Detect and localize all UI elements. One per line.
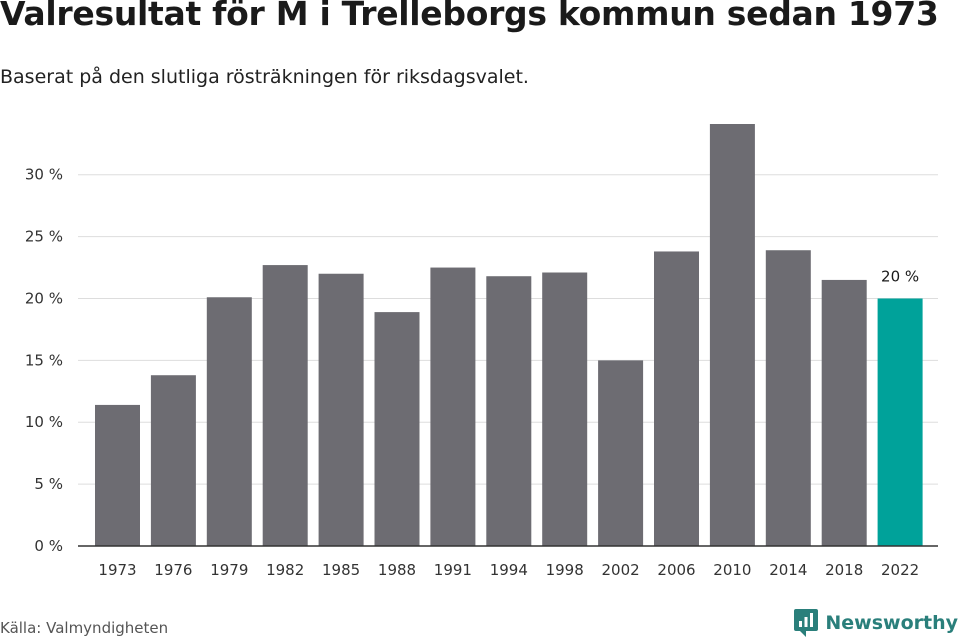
x-tick-label: 2014 — [769, 561, 807, 579]
y-tick-label: 10 % — [25, 413, 63, 431]
x-tick-label: 1988 — [378, 561, 416, 579]
x-tick-label: 1976 — [154, 561, 192, 579]
bar-1985[interactable] — [318, 273, 364, 546]
x-tick-label: 1982 — [266, 561, 304, 579]
bar-1982[interactable] — [262, 265, 308, 546]
y-tick-label: 5 % — [34, 475, 63, 493]
brand-logo[interactable]: Newsworthy — [793, 608, 958, 638]
x-tick-label: 1994 — [490, 561, 528, 579]
x-tick-label: 1973 — [98, 561, 136, 579]
chart-title: Valresultat för M i Trelleborgs kommun s… — [0, 0, 939, 33]
source-note: Källa: Valmyndigheten — [0, 619, 169, 637]
bar-2018[interactable] — [821, 279, 867, 546]
y-tick-label: 25 % — [25, 228, 63, 246]
bar-2006[interactable] — [654, 251, 699, 546]
bar-chart: 0 %5 %10 %15 %20 %25 %30 % 1973 1976 1979 1… — [25, 124, 938, 579]
x-tick-label: 2010 — [713, 561, 751, 579]
x-tick-label: 1985 — [322, 561, 360, 579]
y-tick-label: 15 % — [25, 351, 63, 369]
y-tick-label: 30 % — [25, 166, 63, 184]
x-tick-label: 1991 — [434, 561, 472, 579]
x-tick-label: 1998 — [546, 561, 584, 579]
brand-name: Newsworthy — [825, 612, 958, 634]
x-tick-label: 1979 — [210, 561, 248, 579]
bars — [95, 124, 923, 546]
chart-subtitle: Baserat på den slutliga rösträkningen fö… — [0, 66, 529, 88]
x-tick-label: 2006 — [657, 561, 695, 579]
bar-1973[interactable] — [95, 404, 140, 546]
y-tick-label: 0 % — [34, 537, 63, 555]
x-tick-label: 2002 — [602, 561, 640, 579]
bar-1991[interactable] — [430, 267, 476, 546]
bar-1979[interactable] — [206, 297, 252, 546]
bar-2022[interactable] — [877, 298, 923, 546]
bar-2002[interactable] — [598, 360, 644, 546]
bar-1976[interactable] — [150, 375, 196, 546]
bar-1988[interactable] — [374, 312, 420, 546]
x-tick-label: 2022 — [881, 561, 919, 579]
annotations: 20 % — [881, 267, 919, 285]
newsworthy-logo-icon — [794, 609, 819, 637]
data-label: 20 % — [881, 267, 919, 285]
bar-1998[interactable] — [542, 272, 588, 546]
x-axis-ticks: 1973 1976 1979 1982 1985 1988 1991 1994 1998 2002… — [98, 561, 919, 579]
bar-2014[interactable] — [765, 250, 811, 546]
y-tick-label: 20 % — [25, 289, 63, 307]
y-axis-ticks: 0 % 5 % 10 % 15 % 20 % 25 % 30 % — [25, 166, 63, 555]
x-tick-label: 2018 — [825, 561, 863, 579]
bar-1994[interactable] — [486, 276, 532, 546]
bar-2010[interactable] — [709, 124, 755, 546]
